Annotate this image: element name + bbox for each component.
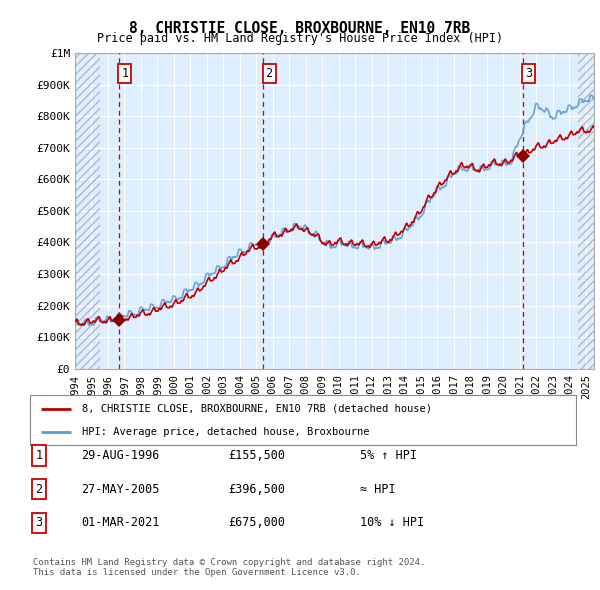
Text: 10% ↓ HPI: 10% ↓ HPI [360,516,424,529]
Text: 29-AUG-1996: 29-AUG-1996 [81,449,160,462]
Text: 27-MAY-2005: 27-MAY-2005 [81,483,160,496]
Text: 1: 1 [121,67,128,80]
Text: 2: 2 [35,483,43,496]
Text: 3: 3 [525,67,532,80]
Text: 8, CHRISTIE CLOSE, BROXBOURNE, EN10 7RB (detached house): 8, CHRISTIE CLOSE, BROXBOURNE, EN10 7RB … [82,404,432,414]
Text: HPI: Average price, detached house, Broxbourne: HPI: Average price, detached house, Brox… [82,427,370,437]
Text: £396,500: £396,500 [228,483,285,496]
Text: 1: 1 [35,449,43,462]
Text: 3: 3 [35,516,43,529]
Text: £675,000: £675,000 [228,516,285,529]
Text: 2: 2 [265,67,272,80]
Text: Contains HM Land Registry data © Crown copyright and database right 2024.
This d: Contains HM Land Registry data © Crown c… [33,558,425,577]
Text: 5% ↑ HPI: 5% ↑ HPI [360,449,417,462]
Text: ≈ HPI: ≈ HPI [360,483,395,496]
Bar [578,53,594,369]
Bar [75,53,100,369]
Text: 01-MAR-2021: 01-MAR-2021 [81,516,160,529]
Text: 8, CHRISTIE CLOSE, BROXBOURNE, EN10 7RB: 8, CHRISTIE CLOSE, BROXBOURNE, EN10 7RB [130,21,470,35]
Text: £155,500: £155,500 [228,449,285,462]
Text: Price paid vs. HM Land Registry's House Price Index (HPI): Price paid vs. HM Land Registry's House … [97,32,503,45]
